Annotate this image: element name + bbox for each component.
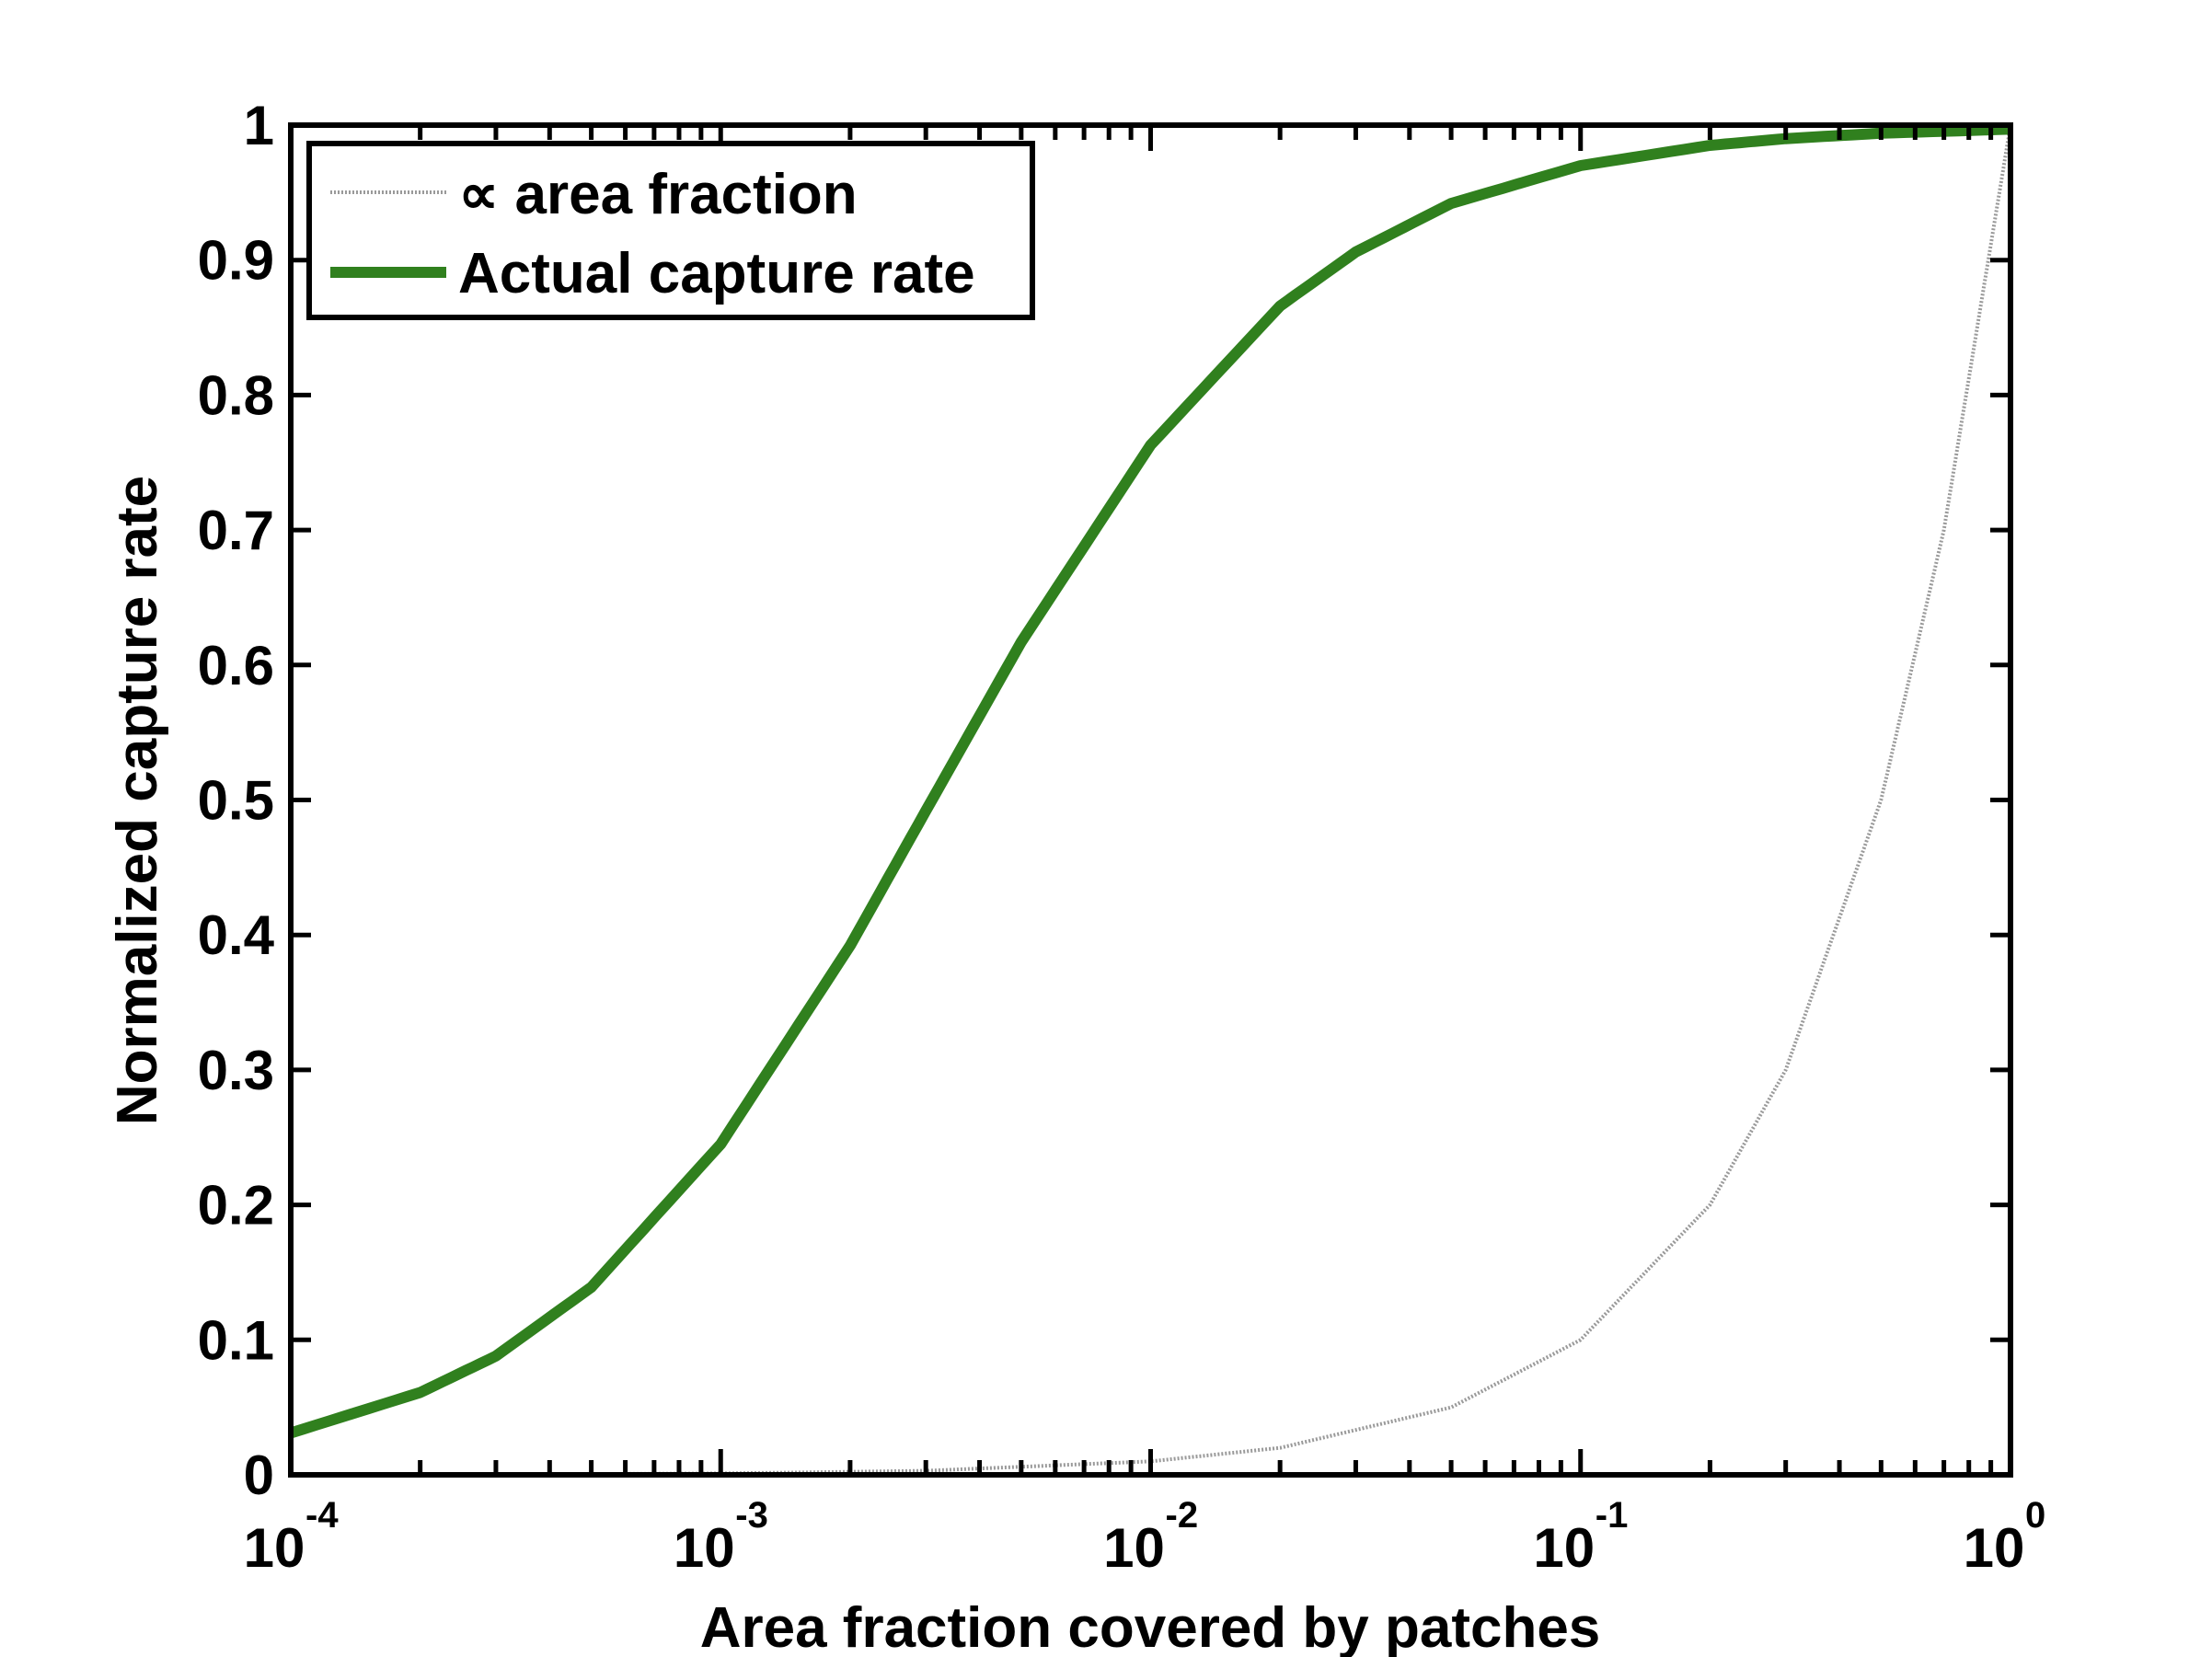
x-tick-exponent: -4 bbox=[305, 1495, 339, 1536]
y-tick-label: 0.5 bbox=[198, 770, 274, 832]
y-tick-label: 0 bbox=[244, 1444, 274, 1506]
x-tick-exponent: -2 bbox=[1166, 1495, 1199, 1536]
legend-label-proportional: ∝ area fraction bbox=[458, 163, 858, 226]
x-tick-exponent: -1 bbox=[1596, 1495, 1629, 1536]
y-tick-label: 1 bbox=[244, 95, 274, 156]
x-tick-exponent: 0 bbox=[2025, 1495, 2045, 1536]
x-tick-label: 10 bbox=[1533, 1517, 1595, 1579]
y-tick-label: 0.7 bbox=[198, 500, 274, 561]
plot-frame bbox=[288, 122, 2013, 1478]
legend-label-actual: Actual capture rate bbox=[458, 242, 975, 305]
legend-box bbox=[306, 141, 1035, 320]
y-tick-label: 0.8 bbox=[198, 364, 274, 426]
y-tick-label: 0.2 bbox=[198, 1175, 274, 1237]
x-tick-exponent: -3 bbox=[735, 1495, 768, 1536]
y-tick-label: 0.1 bbox=[198, 1309, 274, 1371]
y-tick-labels: 0 0.1 0.2 0.3 0.4 0.5 0.6 0.7 0.8 0.9 1 bbox=[198, 95, 275, 1506]
x-tick-label: 10 bbox=[674, 1517, 735, 1579]
plot-lines bbox=[289, 123, 2012, 1477]
x-tick-label: 10 bbox=[244, 1517, 305, 1579]
x-tick-label: 10 bbox=[1964, 1517, 2025, 1579]
y-tick-label: 0.9 bbox=[198, 230, 274, 292]
y-tick-label: 0.6 bbox=[198, 635, 274, 696]
y-axis-label: Normalized capture rate bbox=[106, 476, 169, 1125]
axis-ticks bbox=[288, 122, 2010, 1478]
x-axis-label: Area fraction covered by patches bbox=[700, 1596, 1601, 1657]
x-tick-label: 10 bbox=[1103, 1517, 1165, 1579]
series-line-1 bbox=[289, 123, 2011, 1439]
series-line-0 bbox=[290, 124, 2012, 1477]
y-tick-label: 0.4 bbox=[198, 904, 275, 966]
legend: ∝ area fraction Actual capture rate bbox=[306, 141, 1035, 320]
y-tick-label: 0.3 bbox=[198, 1040, 274, 1101]
